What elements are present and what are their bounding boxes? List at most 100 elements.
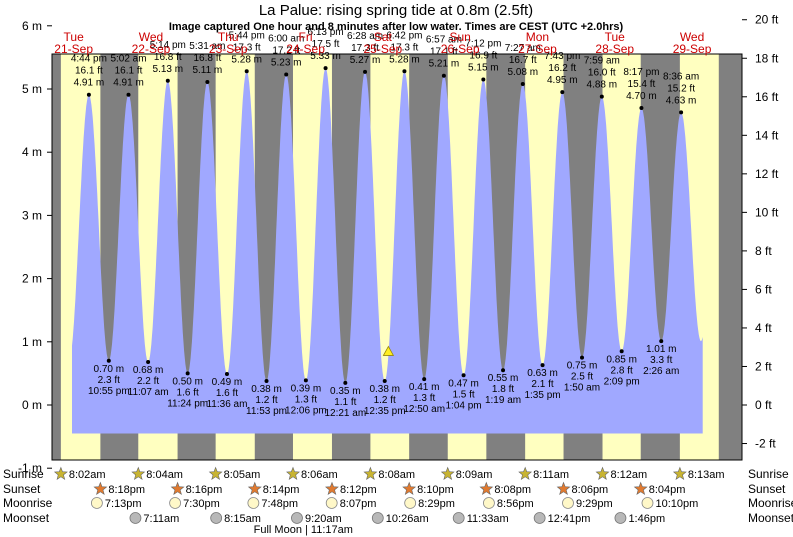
high-tide-time: 5:02 am xyxy=(110,54,146,65)
y-right-tick-label: 14 ft xyxy=(755,128,779,142)
sunset-icon xyxy=(247,481,262,495)
high-tide-m: 5.08 m xyxy=(508,67,539,78)
high-tide-time: 7:27 am xyxy=(505,43,541,54)
high-tide-m: 5.23 m xyxy=(271,57,302,68)
low-tide-time: 11:24 pm xyxy=(167,398,208,409)
low-tide-point xyxy=(343,380,348,385)
low-tide-time: 12:06 pm xyxy=(285,405,327,416)
high-tide-ft: 17.3 ft xyxy=(391,42,419,53)
sunrise-icon xyxy=(208,466,223,480)
day-name: Fri xyxy=(299,30,313,44)
low-tide-ft: 2.2 ft xyxy=(137,376,159,387)
sunrise-time: 8:02am xyxy=(69,469,106,481)
sunset-time: 8:14pm xyxy=(263,484,300,496)
day-name: Wed xyxy=(139,30,163,44)
moonset-icon xyxy=(614,512,627,524)
high-tide-time: 5:31 am xyxy=(189,41,225,52)
day-date: 29-Sep xyxy=(673,42,712,56)
day-date: 21-Sep xyxy=(54,42,93,56)
moonrise-time: 7:13pm xyxy=(105,498,142,510)
low-tide-ft: 2.8 ft xyxy=(611,365,633,376)
low-tide-m: 0.63 m xyxy=(527,368,558,379)
y-left-tick-label: 3 m xyxy=(22,208,42,222)
high-tide-ft: 16.2 ft xyxy=(548,63,576,74)
moonrise-icon xyxy=(483,497,495,509)
day-name: Mon xyxy=(526,30,549,44)
moonrise-time: 10:10pm xyxy=(655,498,698,510)
high-tide-time: 7:43 pm xyxy=(544,51,580,62)
low-tide-time: 11:36 am xyxy=(206,399,247,410)
high-tide-m: 4.70 m xyxy=(626,91,657,102)
high-tide-point xyxy=(284,72,289,77)
low-tide-ft: 2.5 ft xyxy=(571,372,593,383)
high-tide-m: 5.21 m xyxy=(429,59,460,70)
low-tide-point xyxy=(501,368,506,373)
y-left-tick-label: -1 m xyxy=(18,461,42,475)
high-tide-time: 8:17 pm xyxy=(623,67,659,78)
sunset-icon xyxy=(170,481,185,495)
y-right-tick-label: 8 ft xyxy=(755,244,772,258)
high-tide-ft: 15.4 ft xyxy=(628,79,656,90)
sunrise-icon xyxy=(595,466,610,480)
day-date: 28-Sep xyxy=(595,42,634,56)
day-name: Sat xyxy=(374,30,393,44)
moonset-icon xyxy=(291,512,303,524)
high-tide-ft: 17.1 ft xyxy=(430,47,458,58)
high-tide-point xyxy=(126,92,131,97)
low-tide-time: 1:35 pm xyxy=(524,390,560,401)
low-tide-point xyxy=(580,355,585,360)
tide-area xyxy=(72,68,703,434)
moonset-time: 8:15am xyxy=(224,513,261,525)
sunset-icon xyxy=(402,481,417,495)
sunset-time: 8:08pm xyxy=(494,484,531,496)
high-tide-ft: 17.3 ft xyxy=(351,43,379,54)
plot-border xyxy=(51,53,743,461)
high-tide-point xyxy=(560,90,565,95)
low-tide-m: 1.01 m xyxy=(646,344,677,355)
moonset-time: 11:33am xyxy=(467,513,509,525)
day-name: Thu xyxy=(218,30,239,44)
high-tide-point xyxy=(441,73,446,78)
day-date: 27-Sep xyxy=(518,42,557,56)
day-header: Tue21-SepWed22-SepThu23-SepFri24-SepSat2… xyxy=(54,30,711,56)
moonrise-icon xyxy=(404,497,417,509)
moonrise-icon xyxy=(247,497,260,509)
y-right-tick-label: 4 ft xyxy=(755,321,772,335)
low-tide-ft: 2.3 ft xyxy=(98,375,120,386)
sunrise-time: 8:08am xyxy=(378,469,415,481)
low-tide-time: 11:53 pm xyxy=(246,406,287,417)
sunset-row-label-right: Sunset xyxy=(748,482,786,496)
low-tide-point xyxy=(382,378,387,383)
low-tide-ft: 2.1 ft xyxy=(531,379,553,390)
low-tide-ft: 1.3 ft xyxy=(413,393,435,404)
low-tide-m: 0.38 m xyxy=(251,384,282,395)
y-right-tick-label: 2 ft xyxy=(755,359,772,373)
low-tide-point xyxy=(659,339,664,344)
high-tide-time: 6:57 am xyxy=(426,35,462,46)
sunset-time: 8:10pm xyxy=(417,484,454,496)
day-date: 22-Sep xyxy=(132,42,171,56)
y-left-tick-label: 0 m xyxy=(22,398,42,412)
moonrise-row-label: Moonrise xyxy=(3,496,53,510)
moonrise-icon xyxy=(641,497,654,509)
high-tide-ft: 16.7 ft xyxy=(509,55,537,66)
low-tide-time: 12:50 am xyxy=(403,404,445,415)
high-tide-m: 5.28 m xyxy=(231,54,262,65)
sunset-time: 8:04pm xyxy=(649,484,686,496)
low-tide-m: 0.50 m xyxy=(172,376,203,387)
sunset-time: 8:12pm xyxy=(340,484,377,496)
moonrise-time: 8:29pm xyxy=(418,498,455,510)
high-tide-m: 4.95 m xyxy=(547,75,578,86)
sunrise-row-label: Sunrise xyxy=(3,467,44,481)
sunrise-time: 8:05am xyxy=(224,469,261,481)
y-right-tick-label: 6 ft xyxy=(755,282,772,296)
low-tide-time: 2:26 am xyxy=(643,366,679,377)
high-tide-ft: 16.8 ft xyxy=(154,52,182,63)
low-tide-m: 0.41 m xyxy=(409,382,440,393)
low-tide-time: 1:19 am xyxy=(485,395,521,406)
low-tide-ft: 1.3 ft xyxy=(295,394,317,405)
high-tide-point xyxy=(520,81,525,86)
low-tide-time: 1:50 am xyxy=(564,383,600,394)
low-tide-time: 12:21 am xyxy=(324,408,366,419)
